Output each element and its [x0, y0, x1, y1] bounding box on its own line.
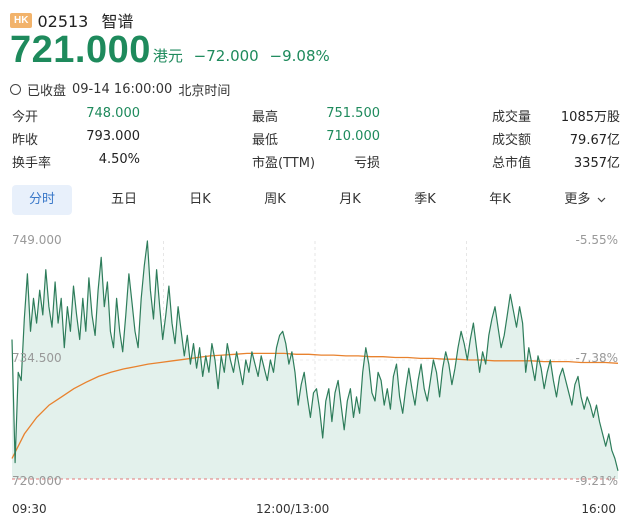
- y-left-tick-mid: 734.500: [12, 351, 62, 365]
- stock-name: 智谱: [101, 12, 134, 31]
- market-badge: HK: [10, 12, 33, 28]
- stat-label-low: 最低: [252, 133, 279, 148]
- market-status: 已收盘 09-14 16:00:00 北京时间: [10, 80, 236, 99]
- stat-value-turnover-rate: 4.50%: [98, 152, 140, 167]
- currency-label: 港元: [152, 47, 183, 65]
- tab-monthly-k[interactable]: 月K: [339, 192, 361, 207]
- stat-label-market-cap: 总市值: [492, 156, 532, 171]
- status-datetime: 09-14 16:00:00: [72, 82, 173, 97]
- stat-label-prev-close: 昨收: [12, 133, 39, 148]
- last-price: 721.000: [10, 29, 151, 71]
- tab-intraday[interactable]: 分时: [12, 185, 72, 215]
- price-area-fill: [12, 241, 618, 479]
- chevron-down-icon: [597, 197, 606, 202]
- x-tick-open: 09:30: [12, 502, 47, 516]
- status-timezone: 北京时间: [178, 84, 231, 99]
- tab-yearly-k[interactable]: 年K: [489, 192, 511, 207]
- stat-label-open: 今开: [12, 110, 39, 125]
- tab-quarterly-k[interactable]: 季K: [414, 192, 436, 207]
- market-state: 已收盘: [27, 84, 67, 99]
- stat-value-turnover: 79.67亿: [569, 133, 620, 148]
- clock-icon: [10, 84, 21, 95]
- y-right-tick-bottom: -9.21%: [575, 474, 618, 488]
- tab-more-label: 更多: [564, 192, 591, 207]
- x-tick-midday: 12:00/13:00: [256, 502, 330, 516]
- stat-value-low: 710.000: [326, 129, 380, 144]
- intraday-chart[interactable]: [0, 226, 630, 526]
- quote-row: 721.000 港元 −72.000 −9.08%: [10, 30, 336, 70]
- stat-value-pe-ttm: 亏损: [353, 156, 380, 171]
- stat-label-high: 最高: [252, 110, 279, 125]
- stat-value-volume: 1085万股: [560, 110, 620, 125]
- price-line: [11, 240, 619, 471]
- stock-code: 02513: [37, 12, 89, 31]
- period-tabs: 分时 五日 日K 周K 月K 季K 年K 更多: [12, 185, 618, 215]
- stats-grid: 今开 748.000 最高 751.500 成交量 1085万股 昨收 793.…: [12, 106, 622, 175]
- price-change: −72.000: [193, 47, 259, 65]
- tab-more[interactable]: 更多: [552, 185, 618, 215]
- stock-header: HK 02513 智谱: [10, 8, 141, 32]
- stat-value-open: 748.000: [86, 106, 140, 121]
- tab-daily-k[interactable]: 日K: [189, 192, 211, 207]
- stat-label-pe-ttm: 市盈(TTM): [252, 156, 316, 171]
- stat-label-turnover: 成交额: [492, 133, 532, 148]
- stat-label-volume: 成交量: [492, 110, 532, 125]
- stat-value-market-cap: 3357亿: [573, 156, 620, 171]
- tab-five-day[interactable]: 五日: [110, 192, 137, 207]
- stat-value-prev-close: 793.000: [86, 129, 140, 144]
- y-right-tick-top: -5.55%: [575, 233, 618, 247]
- stat-label-turnover-rate: 换手率: [12, 156, 52, 171]
- x-tick-close: 16:00: [581, 502, 616, 516]
- y-left-tick-bottom: 720.000: [12, 474, 62, 488]
- price-change-pct: −9.08%: [269, 47, 330, 65]
- y-left-tick-top: 749.000: [12, 233, 62, 247]
- average-price-line: [11, 352, 619, 459]
- y-right-tick-mid: -7.38%: [575, 351, 618, 365]
- stat-value-high: 751.500: [326, 106, 380, 121]
- tab-weekly-k[interactable]: 周K: [264, 192, 286, 207]
